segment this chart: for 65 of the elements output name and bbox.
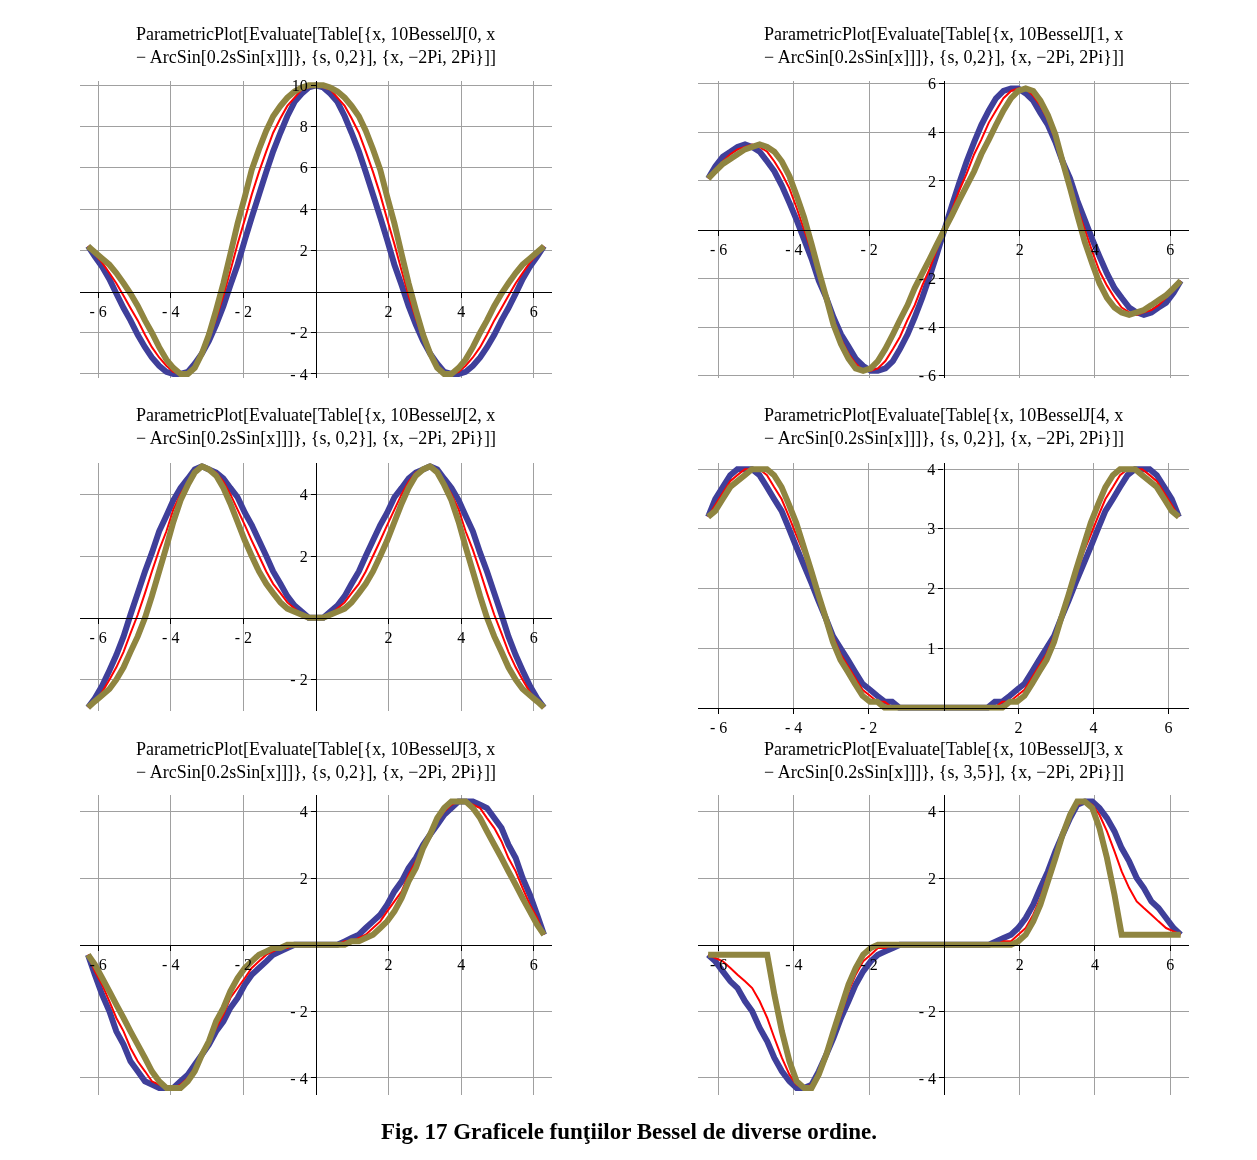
x-tick-label: 4: [457, 956, 466, 974]
y-tick-label: 1: [927, 639, 936, 657]
x-tick-label: - 2: [859, 719, 878, 736]
y-tick-label: 6: [928, 75, 937, 93]
y-tick-label: 2: [928, 172, 937, 190]
y-tick-label: - 4: [290, 1069, 308, 1087]
y-tick-label: 3: [927, 520, 936, 538]
x-tick-label: 4: [457, 302, 466, 320]
y-tick-label: - 2: [918, 269, 937, 287]
y-tick-label: 6: [299, 159, 308, 177]
y-tick-label: - 2: [290, 671, 308, 689]
chart-title: ParametricPlot[Evaluate[Table[{x, 10BesselJ[3, x − ArcSin[0.2sSin[x]]]}, {s, 3,5}], {x, −2Pi, 2Pi}]]: [764, 739, 1124, 783]
x-tick-label: 6: [529, 956, 538, 974]
x-tick-label: 2: [1014, 719, 1023, 736]
y-tick-label: 2: [927, 580, 936, 598]
y-tick-label: 4: [299, 803, 308, 821]
chart-title: ParametricPlot[Evaluate[Table[{x, 10BesselJ[2, x − ArcSin[0.2sSin[x]]]}, {s, 0,2}], {x, −2Pi, 2Pi}]]: [136, 405, 496, 449]
y-tick-label: - 4: [918, 1069, 937, 1087]
x-tick-label: - 2: [234, 302, 253, 320]
y-tick-label: - 2: [290, 1002, 308, 1020]
x-tick-label: - 2: [234, 629, 253, 647]
x-tick-label: 6: [1166, 241, 1175, 259]
chart-title: ParametricPlot[Evaluate[Table[{x, 10BesselJ[4, x − ArcSin[0.2sSin[x]]]}, {s, 0,2}], {x, −2Pi, 2Pi}]]: [764, 405, 1124, 449]
y-tick-label: 2: [928, 869, 937, 887]
y-tick-label: 4: [927, 460, 936, 478]
y-tick-label: - 4: [290, 365, 308, 383]
x-tick-label: 6: [1164, 719, 1173, 736]
x-tick-label: - 6: [89, 302, 107, 320]
x-tick-label: - 4: [785, 956, 803, 974]
y-tick-label: 4: [299, 200, 308, 218]
x-tick-label: - 4: [162, 956, 180, 974]
y-tick-label: - 6: [918, 367, 937, 385]
x-tick-label: 2: [384, 956, 393, 974]
y-tick-label: 4: [299, 485, 308, 503]
x-tick-label: 2: [384, 629, 393, 647]
y-tick-label: - 4: [918, 318, 937, 336]
x-tick-label: 4: [457, 629, 466, 647]
x-tick-label: 2: [1015, 241, 1024, 259]
y-tick-label: 4: [928, 123, 937, 141]
y-tick-label: 4: [928, 803, 937, 821]
x-tick-label: 2: [384, 302, 393, 320]
x-tick-label: - 4: [162, 302, 180, 320]
x-tick-label: 4: [1089, 719, 1098, 736]
chart-title: ParametricPlot[Evaluate[Table[{x, 10BesselJ[1, x − ArcSin[0.2sSin[x]]]}, {s, 0,2}], {x, −2Pi, 2Pi}]]: [764, 24, 1124, 68]
x-tick-label: - 6: [709, 719, 728, 736]
x-tick-label: - 6: [89, 956, 107, 974]
y-tick-label: 8: [299, 118, 308, 136]
x-tick-label: 2: [1015, 956, 1024, 974]
y-tick-label: - 2: [290, 324, 308, 342]
caption: Fig. 17 Graficele funţiilor Bessel de diverse ordine.: [381, 1119, 877, 1144]
x-tick-label: - 4: [785, 241, 803, 259]
x-tick-label: - 6: [89, 629, 107, 647]
y-tick-label: - 2: [918, 1002, 937, 1020]
chart-title: ParametricPlot[Evaluate[Table[{x, 10BesselJ[0, x − ArcSin[0.2sSin[x]]]}, {s, 0,2}], {x, −2Pi, 2Pi}]]: [136, 24, 496, 68]
x-tick-label: - 4: [784, 719, 803, 736]
x-tick-label: 6: [1166, 956, 1175, 974]
x-tick-label: - 4: [162, 629, 180, 647]
y-tick-label: 2: [299, 869, 308, 887]
x-tick-label: 6: [529, 302, 538, 320]
x-tick-label: - 6: [710, 241, 728, 259]
x-tick-label: 6: [529, 629, 538, 647]
x-tick-label: 4: [1090, 956, 1099, 974]
chart-title: ParametricPlot[Evaluate[Table[{x, 10BesselJ[3, x − ArcSin[0.2sSin[x]]]}, {s, 0,2}], {x, −2Pi, 2Pi}]]: [136, 739, 496, 783]
x-tick-label: - 2: [860, 241, 878, 259]
y-tick-label: 2: [299, 547, 308, 565]
